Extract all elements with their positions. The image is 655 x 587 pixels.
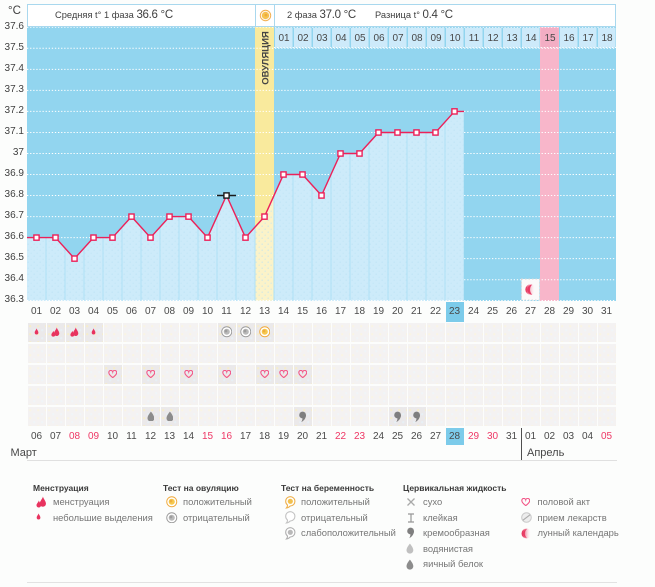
svg-text:15: 15	[544, 33, 556, 44]
svg-text:18: 18	[601, 33, 613, 44]
svg-text:12: 12	[487, 33, 499, 44]
svg-text:03: 03	[316, 33, 328, 44]
svg-text:17: 17	[582, 33, 594, 44]
svg-text:11: 11	[469, 33, 480, 44]
svg-text:14: 14	[525, 33, 537, 44]
svg-text:13: 13	[506, 33, 518, 44]
svg-text:05: 05	[354, 33, 366, 44]
svg-text:07: 07	[392, 33, 404, 44]
svg-text:09: 09	[430, 33, 442, 44]
svg-text:04: 04	[335, 33, 347, 44]
svg-text:16: 16	[563, 33, 575, 44]
svg-text:02: 02	[297, 33, 309, 44]
svg-text:06: 06	[373, 33, 385, 44]
svg-text:08: 08	[411, 33, 423, 44]
svg-text:10: 10	[449, 33, 461, 44]
svg-text:01: 01	[278, 33, 290, 44]
